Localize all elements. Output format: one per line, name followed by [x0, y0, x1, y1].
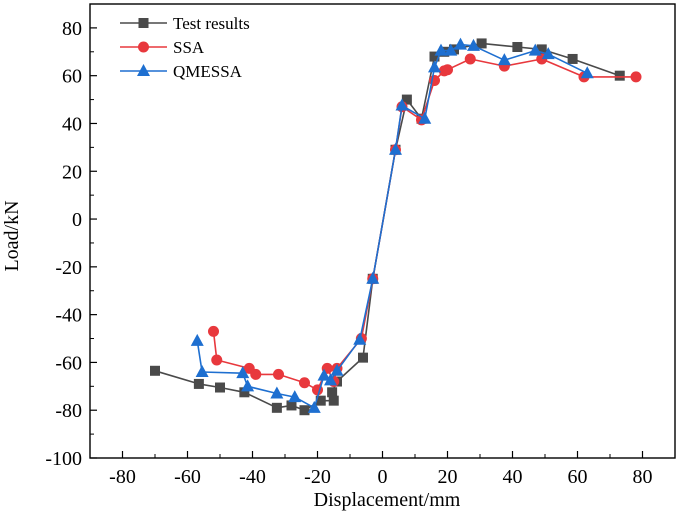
series-qmessa — [190, 37, 594, 413]
data-point-qmessa — [428, 60, 441, 73]
legend-marker — [138, 41, 149, 53]
legend-label: QMESSA — [173, 62, 243, 81]
data-point-test-results — [567, 53, 578, 64]
data-point-qmessa — [324, 373, 337, 386]
data-point-test-results — [512, 42, 523, 53]
data-point-ssa — [211, 354, 223, 366]
data-point-qmessa — [236, 366, 250, 379]
data-point-qmessa — [528, 43, 542, 56]
y-tick-label: 60 — [62, 66, 82, 88]
data-point-qmessa — [467, 38, 480, 51]
data-point-qmessa — [497, 53, 511, 66]
data-point-ssa — [273, 368, 284, 380]
y-axis-title: Load/kN — [1, 200, 23, 271]
y-tick-label: 0 — [72, 209, 82, 231]
data-point-qmessa — [317, 368, 331, 381]
legend-item-qmessa: QMESSA — [120, 62, 243, 81]
legend-marker — [138, 18, 149, 28]
data-point-test-results — [429, 51, 440, 62]
data-point-ssa — [442, 64, 453, 76]
data-point-test-results — [315, 395, 326, 406]
data-point-qmessa — [241, 379, 255, 392]
data-point-test-results — [286, 400, 297, 411]
data-point-qmessa — [444, 43, 458, 56]
series-layer — [150, 37, 642, 416]
legend-item-test-results: Test results — [120, 14, 250, 33]
data-point-test-results — [299, 405, 310, 416]
x-tick-label: 80 — [633, 466, 653, 488]
data-point-test-results — [358, 352, 368, 363]
legend-label: SSA — [173, 38, 205, 57]
data-point-qmessa — [330, 363, 344, 376]
data-point-qmessa — [395, 98, 409, 111]
series-test-results — [150, 38, 625, 416]
x-tick-label: 40 — [503, 466, 523, 488]
x-tick-label: -80 — [109, 466, 136, 488]
tick-labels: -80 -60 -40 -20 0 20 40 60 80 -100 -80 -60 -40 -20 0 20… — [45, 18, 652, 488]
data-point-ssa — [250, 368, 262, 380]
legend-label: Test results — [173, 14, 250, 33]
y-tick-label: -20 — [55, 257, 82, 279]
data-point-test-results — [239, 387, 250, 398]
data-point-qmessa — [454, 37, 467, 50]
data-point-qmessa — [270, 386, 284, 399]
data-point-test-results — [614, 70, 625, 81]
data-point-qmessa — [366, 271, 380, 284]
data-point-test-results — [476, 38, 487, 49]
x-axis-title: Displacement/mm — [314, 489, 461, 511]
y-tick-label: -40 — [55, 305, 82, 327]
data-point-test-results — [536, 44, 547, 55]
series-line-test-results — [154, 42, 621, 412]
data-point-test-results — [271, 402, 282, 413]
x-tick-label: 0 — [378, 466, 388, 488]
data-point-test-results — [328, 395, 339, 406]
x-tick-label: 60 — [568, 466, 588, 488]
legend-marker — [137, 64, 150, 76]
series-line-qmessa — [196, 43, 588, 409]
data-point-qmessa — [418, 111, 432, 124]
data-point-qmessa — [434, 43, 448, 56]
data-point-test-results — [150, 365, 160, 376]
y-tick-label: 20 — [62, 161, 82, 183]
data-point-ssa — [464, 53, 476, 65]
data-point-test-results — [327, 387, 338, 398]
x-tick-label: 20 — [438, 466, 458, 488]
y-tick-label: -80 — [55, 400, 82, 422]
data-point-qmessa — [541, 47, 555, 60]
x-tick-label: -20 — [304, 466, 331, 488]
x-tick-label: -60 — [174, 466, 201, 488]
data-point-qmessa — [353, 332, 367, 345]
data-point-test-results — [193, 378, 204, 389]
y-tick-label: -60 — [55, 352, 82, 374]
data-point-qmessa — [195, 364, 209, 377]
legend-item-ssa: SSA — [120, 38, 205, 57]
data-point-test-results — [401, 94, 412, 105]
y-tick-label: 40 — [62, 113, 82, 135]
data-point-ssa — [630, 71, 642, 83]
series-line-ssa — [212, 58, 636, 391]
data-point-ssa — [208, 325, 219, 337]
y-tick-label: -100 — [45, 448, 82, 470]
axis-ticks — [90, 27, 644, 459]
data-point-qmessa — [190, 333, 204, 346]
x-tick-label: -40 — [239, 466, 266, 488]
data-point-qmessa — [288, 390, 302, 403]
data-point-qmessa — [307, 400, 321, 413]
data-point-qmessa — [389, 142, 402, 155]
legend: Test results SSA QMESSA — [120, 14, 250, 81]
data-point-ssa — [299, 377, 310, 389]
data-point-qmessa — [580, 66, 594, 79]
y-tick-label: 80 — [62, 18, 82, 40]
data-point-test-results — [215, 382, 225, 393]
